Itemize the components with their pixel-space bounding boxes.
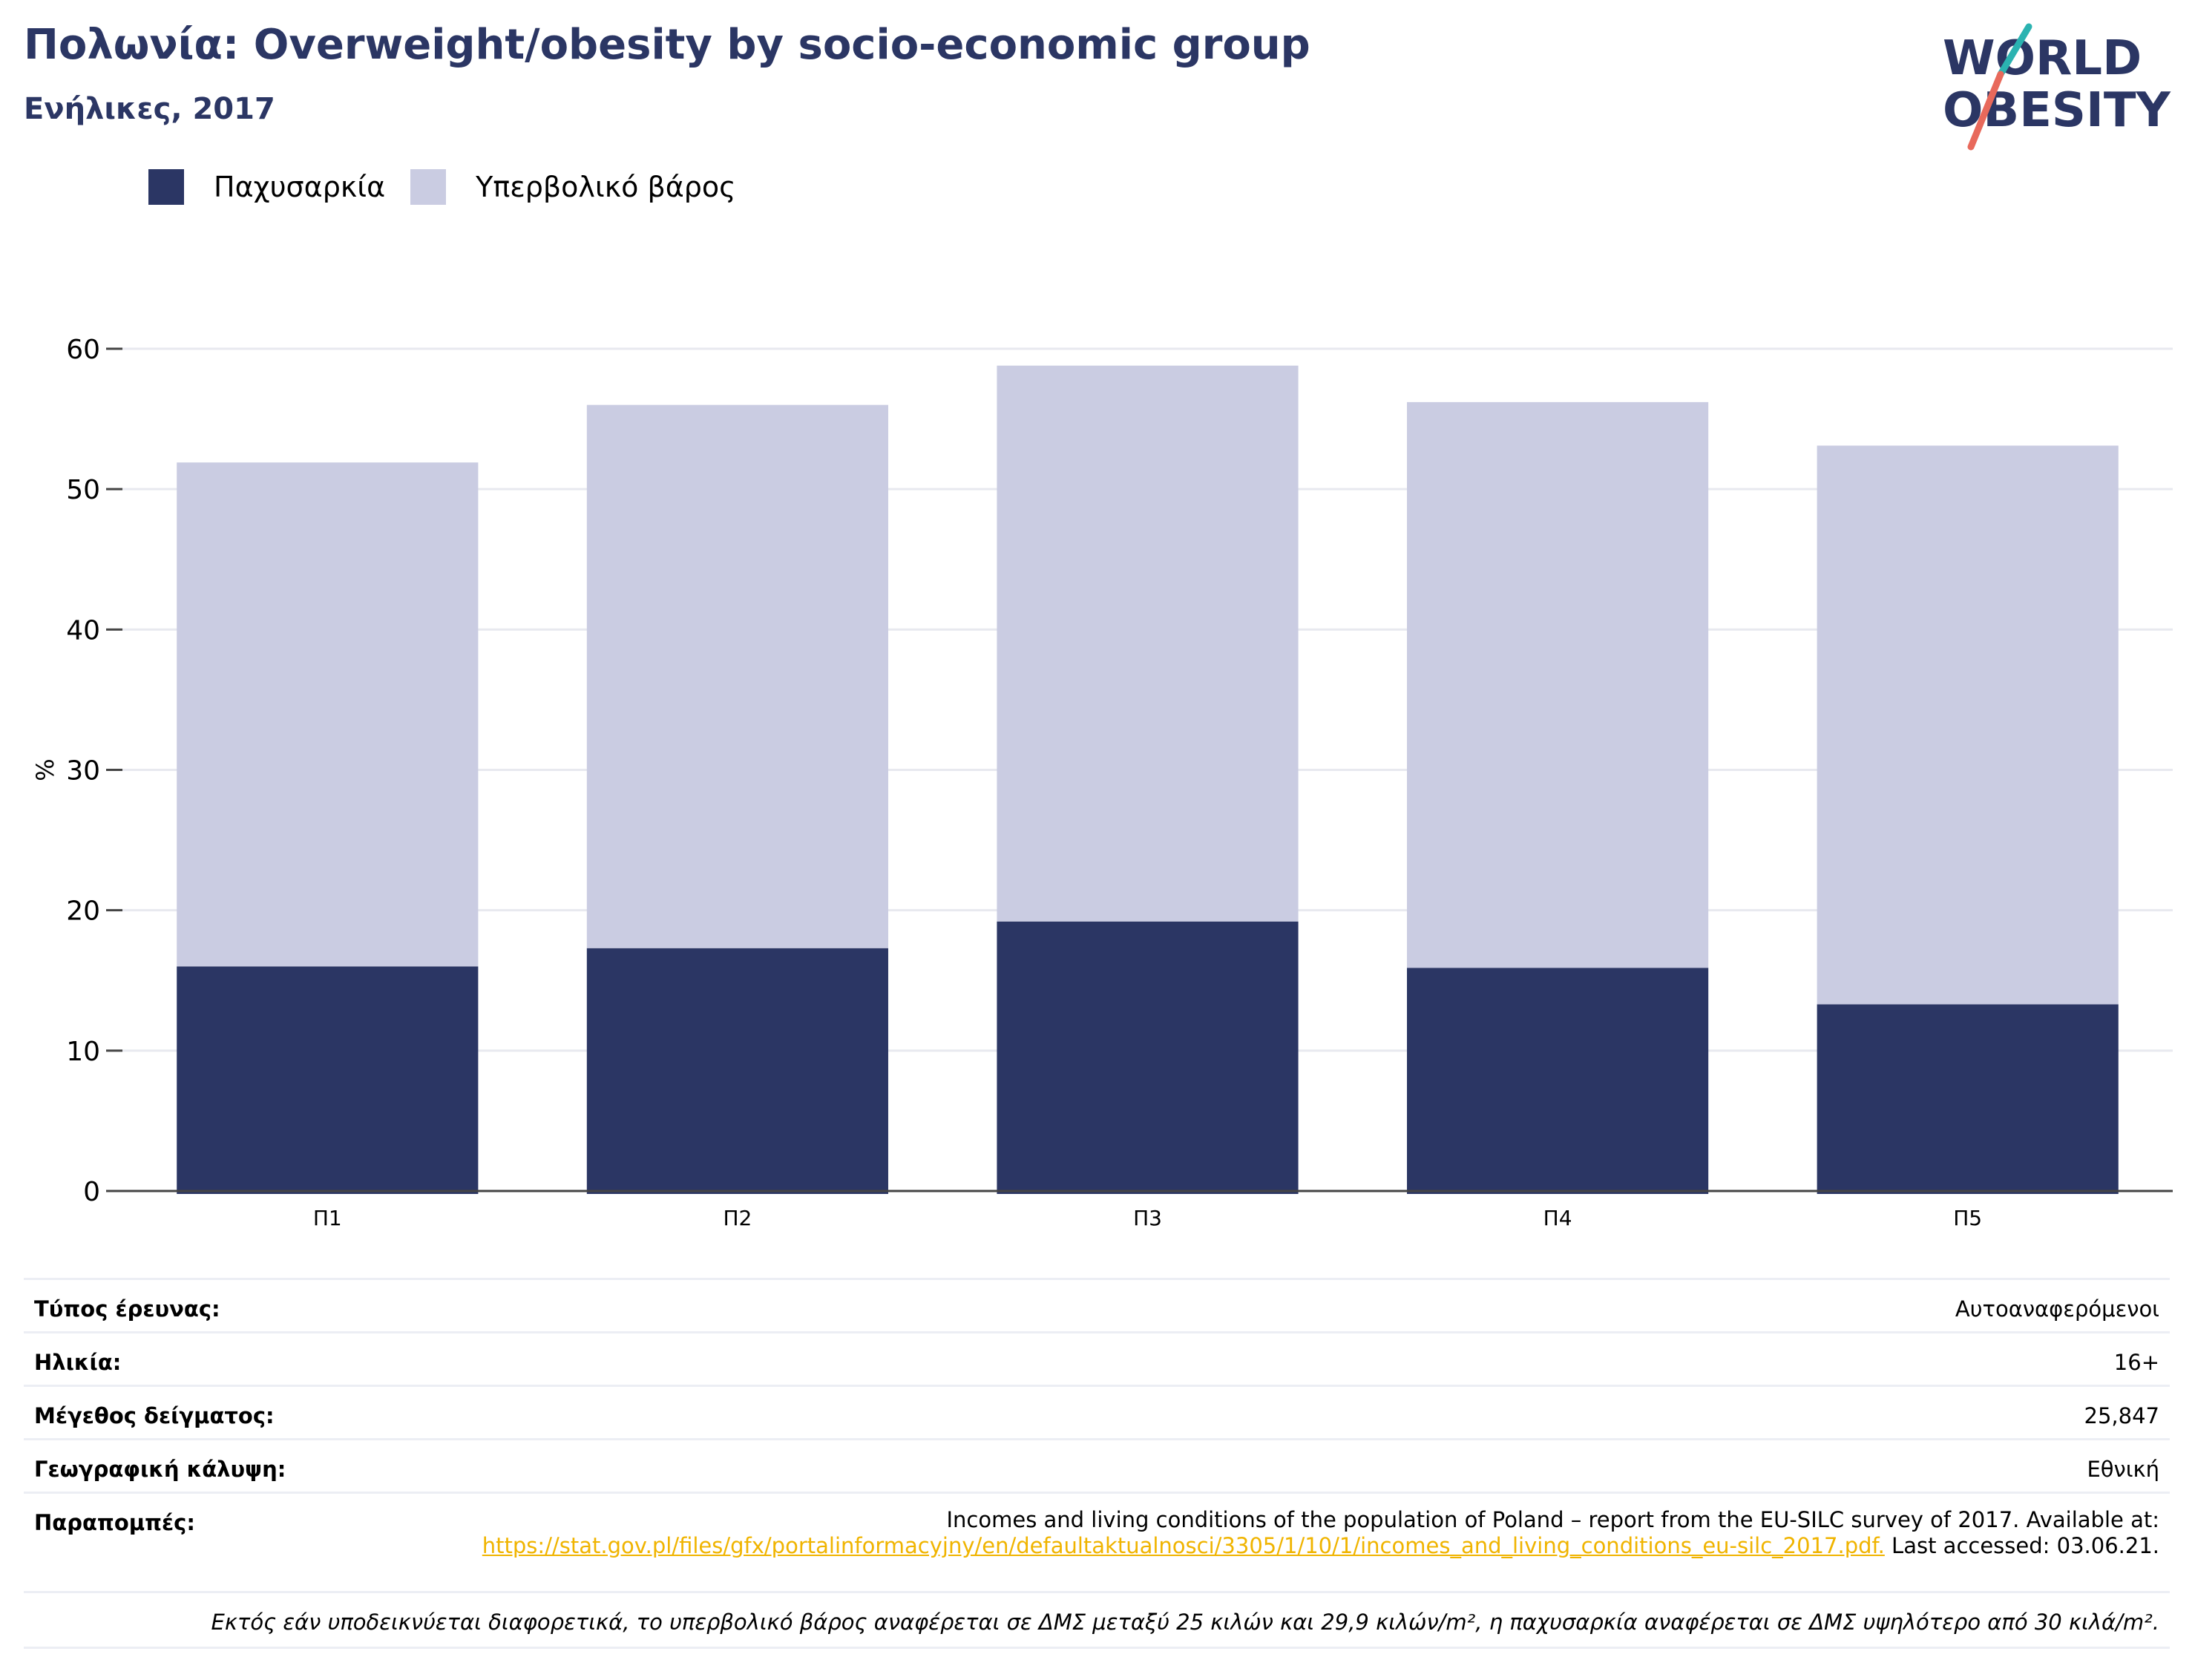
meta-value: 25,847 [2084,1403,2159,1428]
bar-overweight [586,404,888,948]
x-tick-label: Π5 [1953,1206,1982,1230]
legend-swatch-obesity [148,169,184,205]
meta-row-note: Εκτός εάν υποδεικνύεται διαφορετικά, το … [24,1591,2170,1649]
meta-label: Τύπος έρευνας: [34,1296,220,1322]
bar-obesity [1407,968,1709,1194]
chart-title: Πολωνία: Overweight/obesity by socio-eco… [24,21,1310,69]
x-tick-label: Π4 [1543,1206,1572,1230]
x-tick-label: Π3 [1133,1206,1162,1230]
meta-label: Ηλικία: [34,1350,122,1375]
meta-row-sample-size: Μέγεθος δείγματος: 25,847 [24,1385,2170,1439]
reference-text: Incomes and living conditions of the pop… [378,1507,2159,1559]
world-obesity-logo: WORLD OBESITY [1943,23,2171,151]
y-tick-label: 60 [66,335,100,365]
meta-row-age: Ηλικία: 16+ [24,1331,2170,1385]
meta-row-references: Παραπομπές: Incomes and living condition… [24,1492,2170,1592]
y-tick-label: 30 [66,756,100,787]
legend-label-obesity: Παχυσαρκία [214,171,386,203]
reference-link[interactable]: https://stat.gov.pl/files/gfx/portalinfo… [482,1533,1885,1558]
definition-note: Εκτός εάν υποδεικνύεται διαφορετικά, το … [211,1610,2160,1635]
y-tick-label: 0 [83,1177,100,1207]
meta-row-coverage: Γεωγραφική κάλυψη: Εθνική [24,1438,2170,1492]
bar-overweight [997,365,1299,922]
bar-overweight [1817,445,2119,1005]
bar-obesity [997,921,1299,1194]
y-tick-label: 10 [66,1037,100,1067]
meta-value: Αυτοαναφερόμενοι [1955,1296,2159,1322]
meta-label: Μέγεθος δείγματος: [34,1403,275,1428]
bar-obesity [1817,1004,2119,1194]
x-tick-label: Π1 [313,1206,342,1230]
x-tick-label: Π2 [723,1206,752,1230]
bar-overweight [177,462,479,967]
meta-label: Παραπομπές: [34,1510,195,1535]
meta-value: 16+ [2113,1350,2159,1375]
reference-citation: Incomes and living conditions of the pop… [946,1507,2159,1532]
meta-value: Εθνική [2087,1457,2159,1482]
legend-item-overweight: Υπερβολικό βάρος [410,169,735,205]
bar-overweight [1407,401,1709,968]
y-tick-label: 20 [66,896,100,927]
stacked-bar-chart: 0 10 20 30 40 50 60% Π1 Π2 Π3 Π4 Π5 [31,335,2173,1230]
bar-obesity [586,948,888,1194]
reference-accessed: Last accessed: 03.06.21. [1891,1533,2159,1558]
legend-swatch-overweight [410,169,447,205]
y-tick-label: 40 [66,615,100,646]
bar-obesity [177,966,479,1194]
chart-legend: Παχυσαρκία Υπερβολικό βάρος [148,169,761,205]
legend-label-overweight: Υπερβολικό βάρος [476,171,736,203]
legend-item-obesity: Παχυσαρκία [148,169,385,205]
y-axis-label: % [31,758,59,781]
y-tick-label: 50 [66,475,100,505]
meta-row-survey-type: Τύπος έρευνας: Αυτοαναφερόμενοι [24,1278,2170,1332]
logo-line1: WORLD [1943,31,2142,86]
meta-label: Γεωγραφική κάλυψη: [34,1457,286,1482]
chart-subtitle: Ενήλικες, 2017 [24,92,275,126]
